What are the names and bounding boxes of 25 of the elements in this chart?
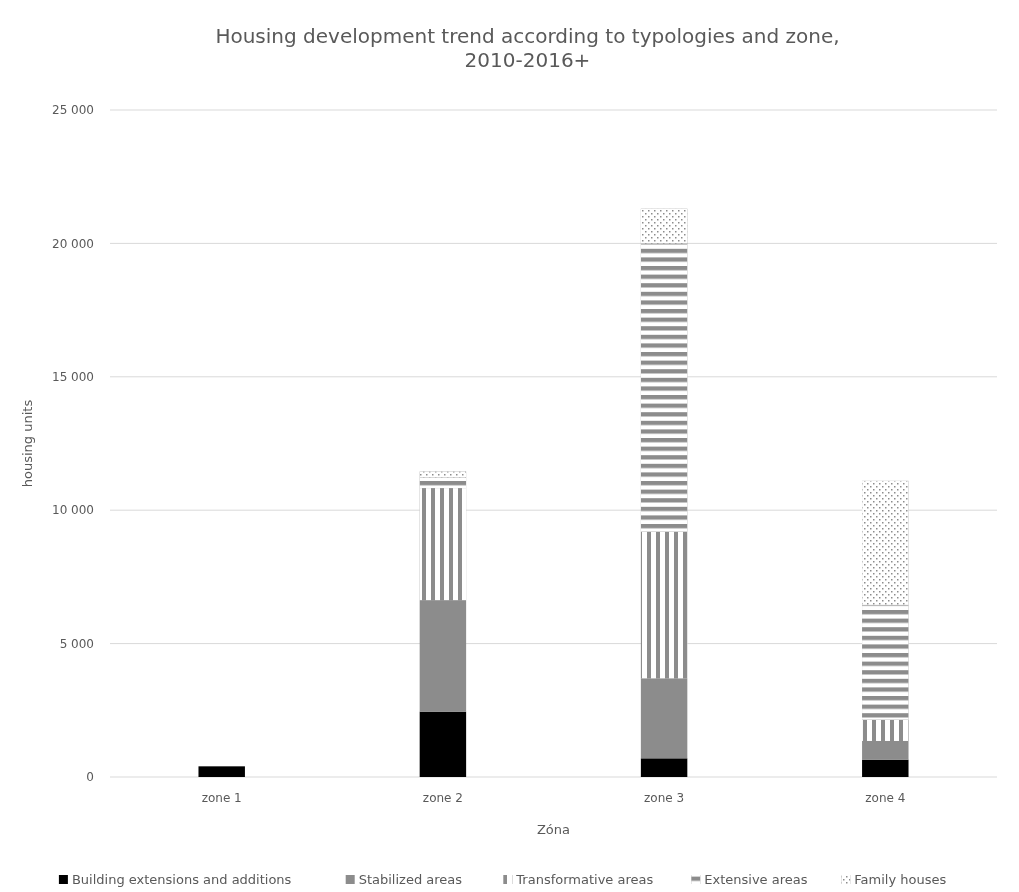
y-axis-title: housing units <box>20 399 35 488</box>
chart-title: Housing development trend according to typologies and zone, 2010-2016+ <box>215 24 840 72</box>
y-tick-label: 20 000 <box>52 236 94 251</box>
bar <box>419 711 467 777</box>
y-tick-label: 15 000 <box>52 370 94 384</box>
x-tick-label: zone 2 <box>422 791 463 805</box>
bar <box>198 766 245 777</box>
y-tick-label: 0 <box>86 770 94 785</box>
legend-label: Extensive areas <box>704 872 808 887</box>
x-tick-label: zone 3 <box>644 791 685 805</box>
y-tick-label: 10 000 <box>52 503 94 518</box>
x-tick-label: zone 1 <box>201 791 242 805</box>
bar <box>640 758 688 777</box>
legend-label: Family houses <box>854 872 947 887</box>
y-tick-label: 25 000 <box>52 103 94 118</box>
legend-label: Building extensions and additions <box>71 872 292 887</box>
bar <box>862 740 909 760</box>
y-tick-label: 5 000 <box>59 636 94 651</box>
x-axis-title: Zóna <box>536 822 571 837</box>
legend-label: Stabilized areas <box>358 872 463 887</box>
x-tick-label: zone 4 <box>865 791 906 805</box>
bar <box>640 678 688 759</box>
bar <box>862 759 909 777</box>
bar <box>419 600 467 712</box>
legend-label: Transformative areas <box>515 872 654 887</box>
